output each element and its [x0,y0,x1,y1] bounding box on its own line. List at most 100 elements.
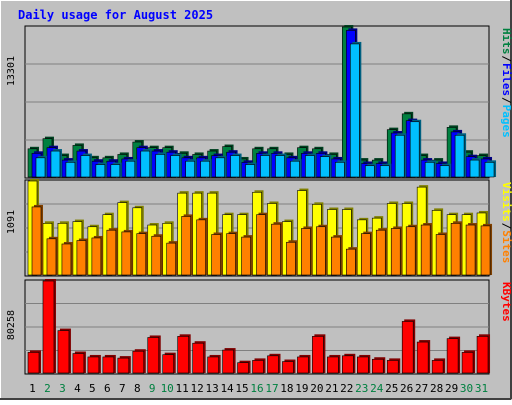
bar-sites [390,228,401,276]
bar-kbytes [222,349,234,374]
x-tick-label: 22 [340,382,353,395]
bar-pages [454,134,465,178]
x-tick-label: 24 [370,382,384,395]
bar-pages [65,162,76,178]
bar-pages [394,134,405,178]
bar-kbytes [162,354,175,374]
bar-kbytes [342,355,354,374]
bar-kbytes [416,341,429,374]
legend-files: Files [500,63,512,96]
x-tick-label: 8 [134,382,141,395]
bar-sites [435,234,446,276]
bar-kbytes [282,361,294,374]
y-max-label: 80258 [6,310,17,340]
legend-pages: Pages [500,105,512,138]
x-tick-label: 27 [415,382,428,395]
bar-pages [200,160,210,178]
bar-kbytes [476,336,489,374]
bar-kbytes [207,356,219,374]
bar-kbytes [446,338,459,374]
bar-sites [121,231,132,276]
bar-pages [290,160,300,178]
legend-separator: / [500,55,512,62]
bar-pages [155,154,166,178]
bar-sites [136,233,147,276]
x-tick-label: 25 [385,382,398,395]
bar-sites [375,229,386,276]
x-tick-label: 1 [29,382,36,395]
legend-hits: Hits [500,28,512,55]
x-tick-label: 14 [220,382,234,395]
bar-pages [424,162,435,178]
x-tick-label: 19 [295,382,308,395]
bar-sites [151,235,162,276]
bar-kbytes [42,280,55,374]
bar-pages [95,164,106,178]
bar-sites [226,233,236,276]
legend-visits: Visits [500,182,512,222]
bar-sites [211,234,221,276]
bar-kbytes [102,356,115,374]
bar-pages [215,157,225,178]
bar-sites [286,241,296,276]
bar-sites [405,226,416,276]
x-tick-label: 5 [89,382,96,395]
x-tick-label: 28 [430,382,443,395]
bar-sites [450,223,461,276]
bar-kbytes [297,356,309,374]
bar-kbytes [177,336,189,374]
bar-sites [31,206,42,276]
bar-kbytes [461,352,474,374]
legend-sites: Sites [500,230,512,263]
x-tick-label: 15 [235,382,248,395]
x-tick-label: 23 [355,382,368,395]
bar-pages [140,150,151,178]
bar-kbytes [327,356,339,374]
bar-kbytes [57,330,70,374]
bar-pages [305,155,315,178]
bar-kbytes [117,357,130,374]
bar-pages [320,156,330,178]
x-tick-label: 17 [265,382,278,395]
x-tick-label: 30 [460,382,473,395]
bar-sites [420,224,431,276]
bar-pages [364,165,375,178]
bar-sites [91,237,102,276]
bar-kbytes [371,358,384,374]
bar-kbytes [252,360,264,374]
bar-kbytes [192,342,204,374]
bar-pages [260,155,270,178]
x-tick-label: 9 [149,382,156,395]
bar-kbytes [147,337,160,374]
bar-sites [331,236,341,276]
bar-pages [110,164,121,178]
bar-pages [469,159,480,178]
bar-sites [346,248,356,276]
bar-kbytes [72,353,85,374]
bar-sites [61,243,72,276]
bar-pages [245,164,255,178]
bar-sites [181,216,191,276]
bar-sites [166,242,177,276]
chart-title: Daily usage for August 2025 [18,8,213,22]
bar-pages [439,165,450,178]
bar-kbytes [237,362,249,374]
x-tick-label: 6 [104,382,111,395]
bar-pages [409,121,420,178]
x-axis-labels: 1 2 3 4 5 6 7 8 9 10 11 12 13 14 15 16 17 18 19 20 21 22 23 24 2… [29,382,488,395]
legend-kbytes: KBytes [500,282,512,322]
x-tick-label: 3 [59,382,66,395]
x-tick-label: 21 [325,382,338,395]
x-tick-label: 12 [191,382,204,395]
bar-kbytes [312,336,324,374]
bar-kbytes [356,356,369,374]
bar-kbytes [401,321,414,374]
legend-separator: / [500,223,512,230]
x-tick-label: 2 [44,382,51,395]
bar-pages [185,160,195,178]
bar-sites [316,226,326,276]
bar-sites [360,233,371,276]
bar-sites [256,214,266,276]
bar-kbytes [431,360,444,374]
